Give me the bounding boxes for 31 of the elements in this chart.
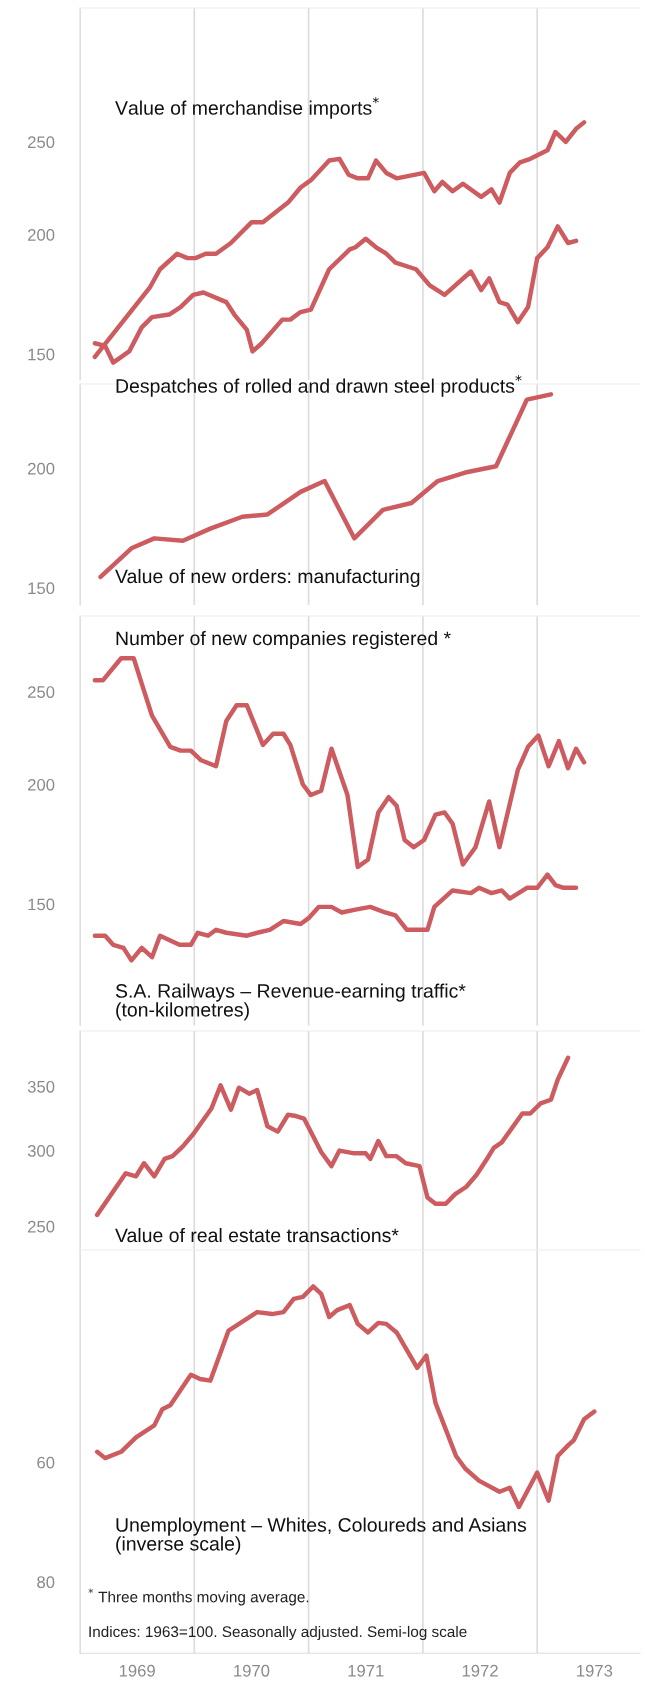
- series-label: S.A. Railways – Revenue-earning traffic* (ton-kilometres): [115, 983, 466, 1021]
- x-tick-label: 1972: [462, 1664, 498, 1677]
- x-tick-label: 1970: [234, 1664, 270, 1677]
- y-tick-label: 150: [28, 898, 55, 911]
- annotation: Indices: 1963=100. Seasonally adjusted. Semi-log scale: [89, 1625, 467, 1641]
- series-label: Number of new companies registered *: [116, 630, 451, 650]
- annotation: $^{*}$ Three months moving average.: [88, 1588, 309, 1606]
- x-tick-label: 1971: [348, 1664, 384, 1677]
- y-tick-label: 250: [28, 136, 55, 149]
- series-label: Value of real estate transactions*: [115, 1227, 399, 1243]
- y-tick-label: 80: [37, 1576, 55, 1589]
- y-tick-label: 200: [28, 778, 55, 791]
- line-series: [94, 1284, 597, 1510]
- y-tick-label: 250: [28, 686, 55, 698]
- x-tick-label: 1973: [577, 1664, 613, 1677]
- series-label: Unemployment – Whites, Coloureds and Asians (inverse scale): [116, 1517, 527, 1555]
- series-label: Despatches of rolled and drawn steel products$^{*}$: [116, 375, 522, 397]
- y-tick-label: 300: [27, 1144, 55, 1157]
- y-tick-label: 200: [28, 229, 55, 241]
- y-tick-label: 200: [28, 462, 55, 475]
- y-tick-label: 150: [28, 348, 55, 361]
- y-tick-label: 150: [28, 582, 55, 595]
- series-label: Value of new orders: manufacturing: [115, 568, 420, 588]
- y-tick-label: 350: [27, 1080, 55, 1093]
- text: Value of merchandise imports$^{*}$: [115, 97, 379, 119]
- line-series: [92, 872, 579, 963]
- line-series: [92, 656, 587, 870]
- y-tick-label: 60: [37, 1456, 55, 1469]
- line-series: [94, 1055, 571, 1218]
- x-tick-label: 1969: [119, 1664, 155, 1677]
- y-tick-label: 250: [28, 1220, 55, 1233]
